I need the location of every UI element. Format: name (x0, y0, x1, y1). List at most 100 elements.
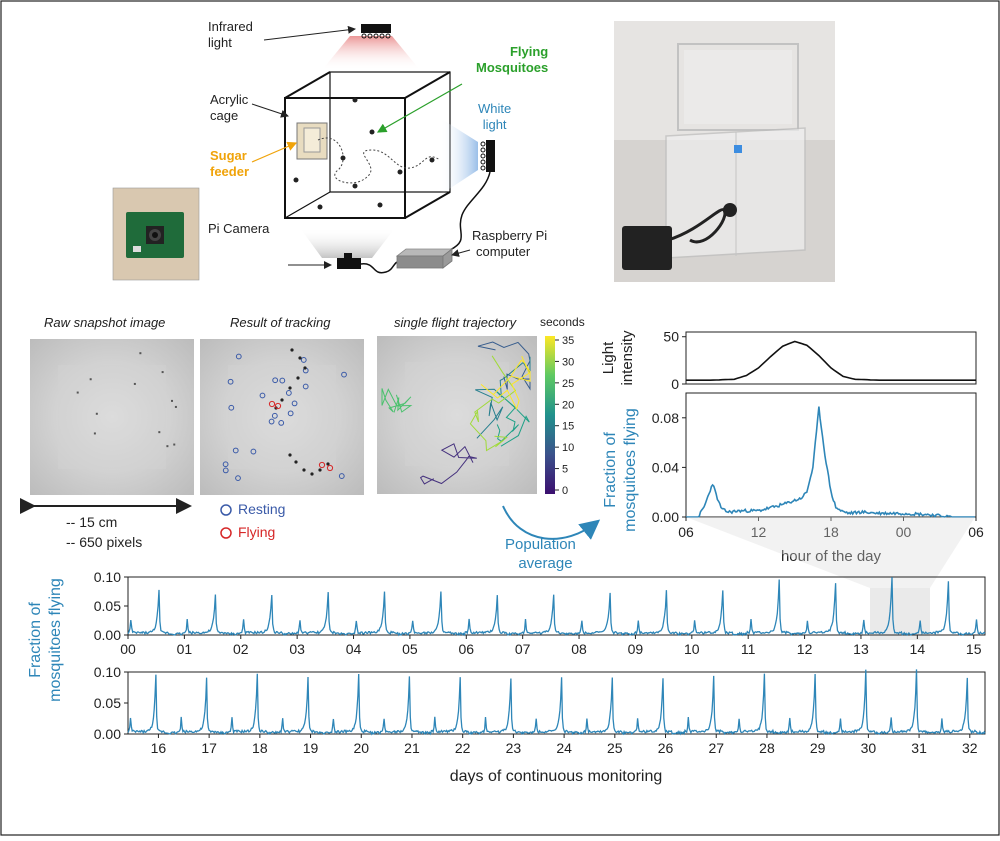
tracking-result-title: Result of tracking (230, 315, 331, 330)
infrared-light-label: Infrared light (208, 19, 253, 50)
trail-point (298, 356, 302, 360)
trail-point (296, 376, 300, 380)
row-ylabel-line2: mosquitoes flying (47, 578, 64, 702)
daily-activity-chart: 0.00 0.04 0.08 06 12 18 00 06 hour of the day Fra… (602, 392, 984, 565)
daily-xlabel: hour of the day (781, 548, 882, 565)
trail-point (310, 472, 314, 476)
resting-marker-dot (232, 447, 239, 454)
daily-ylabel-line1: Fraction of (602, 432, 619, 508)
daily-x-tick-label: 12 (751, 524, 767, 540)
raspberry-pi-icon (396, 255, 444, 269)
trail-point (318, 468, 322, 472)
row2-x-tick-label: 18 (252, 740, 268, 756)
population-average-label: Population average (505, 536, 576, 572)
flying-mosquitoes-label: Flying Mosquitoes (476, 44, 549, 75)
trail-point (294, 460, 298, 464)
row1-x-tick-label: 01 (177, 641, 193, 657)
scale-pixels-label: -- 650 pixels (66, 534, 143, 550)
monitoring-chart-days-16-32: 0.00 0.05 0.10 16 17 18 19 20 21 22 23 24 25 26 27 28 29… (94, 664, 986, 785)
flying-legend-label: Flying (238, 524, 276, 540)
flying-marker-dot (274, 402, 282, 410)
colorbar-tick-label: 25 (562, 378, 574, 390)
row1-x-tick-label: 05 (402, 641, 418, 657)
light-intensity-chart: 0 50 Light intensity (600, 329, 977, 392)
flying-marker-dot (268, 400, 276, 408)
acrylic-cage-label: Acrylic cage (210, 92, 249, 123)
colorbar (545, 336, 555, 494)
mosquito-speck (161, 371, 164, 374)
daily-x-tick-label: 18 (823, 524, 839, 540)
trail-point (303, 366, 307, 370)
mosquito-speck (89, 378, 92, 381)
resting-marker-dot (250, 448, 257, 455)
resting-marker-dot (235, 353, 242, 360)
light-ylabel-line1: Light (600, 341, 617, 374)
infrared-beam (322, 36, 420, 70)
row2-x-tick-label: 27 (708, 740, 724, 756)
mosquito-speck (158, 431, 161, 434)
colorbar-tick-label: 10 (562, 442, 574, 454)
zoom-highlight (870, 588, 930, 640)
row2-x-tick-label: 16 (151, 740, 167, 756)
resting-marker-dot (278, 420, 285, 426)
resting-marker-dot (259, 392, 266, 399)
trajectory-segment (496, 391, 530, 447)
row1-y-tick-label: 0.10 (94, 569, 121, 585)
daily-x-tick-label: 06 (968, 524, 984, 540)
row2-x-tick-label: 28 (759, 740, 775, 756)
tracking-markers (76, 348, 347, 482)
raspberry-pi-label: Raspberry Pi computer (472, 228, 548, 259)
row2-y-tick-label: 0.05 (94, 695, 121, 711)
setup-schematic (112, 24, 495, 281)
white-light-beam (440, 118, 478, 195)
mosquito-speck (171, 399, 174, 402)
row1-x-tick-label: 09 (628, 641, 644, 657)
trajectory-segment (480, 355, 531, 411)
trajectory-segment (477, 341, 531, 391)
resting-marker (220, 504, 232, 516)
row2-x-tick-label: 24 (556, 740, 572, 756)
row1-x-tick-label: 11 (741, 641, 756, 657)
row1-frame (127, 576, 986, 636)
resting-marker-dot (338, 473, 345, 479)
resting-legend-label: Resting (238, 501, 286, 517)
daily-plot-frame (685, 392, 977, 518)
colorbar-tick-label: 0 (562, 485, 568, 497)
row1-x-tick-label: 15 (966, 641, 982, 657)
trail-point (326, 462, 330, 466)
mosquito-speck (166, 445, 169, 448)
mosquito-speck (76, 391, 79, 394)
mosquito-speck (139, 352, 142, 355)
raw-snapshot-title: Raw snapshot image (44, 315, 166, 330)
row1-x-tick-label: 04 (346, 641, 362, 657)
flying-marker (220, 527, 232, 539)
zoom-connector (686, 517, 975, 588)
trajectory-segment (419, 443, 477, 485)
light-plot-frame (685, 331, 977, 385)
trail-point (280, 398, 284, 402)
row2-y-tick-label: 0.10 (94, 664, 121, 680)
mosquito-speck (173, 443, 176, 446)
camera-view-cone (300, 228, 395, 258)
colorbar-tick-label: 5 (562, 464, 568, 476)
daily-y-tick-label: 0.00 (652, 509, 679, 525)
flight-path (317, 137, 441, 184)
row1-x-tick-label: 12 (797, 641, 813, 657)
row1-x-tick-label: 03 (289, 641, 305, 657)
monitoring-chart-days-0-15: 0.00 0.05 0.10 00 01 02 03 04 05 06 07 08 09 10 11 12 13… (27, 569, 986, 702)
row2-x-tick-label: 23 (506, 740, 522, 756)
trail-point (288, 453, 292, 457)
tracking-images: 0 5 10 15 20 25 30 35 (20, 335, 601, 540)
row2-line (127, 669, 986, 736)
row2-x-tick-label: 17 (201, 740, 217, 756)
resting-marker-dot (268, 418, 275, 425)
row2-x-tick-label: 19 (303, 740, 319, 756)
trajectory-title: single flight trajectory (394, 315, 517, 330)
light-y-tick-label: 50 (663, 329, 679, 345)
row2-x-tick-label: 25 (607, 740, 623, 756)
row1-line (127, 577, 986, 637)
daily-ylabel-line2: mosquitoes flying (622, 408, 639, 532)
resting-marker-dot (287, 410, 294, 417)
